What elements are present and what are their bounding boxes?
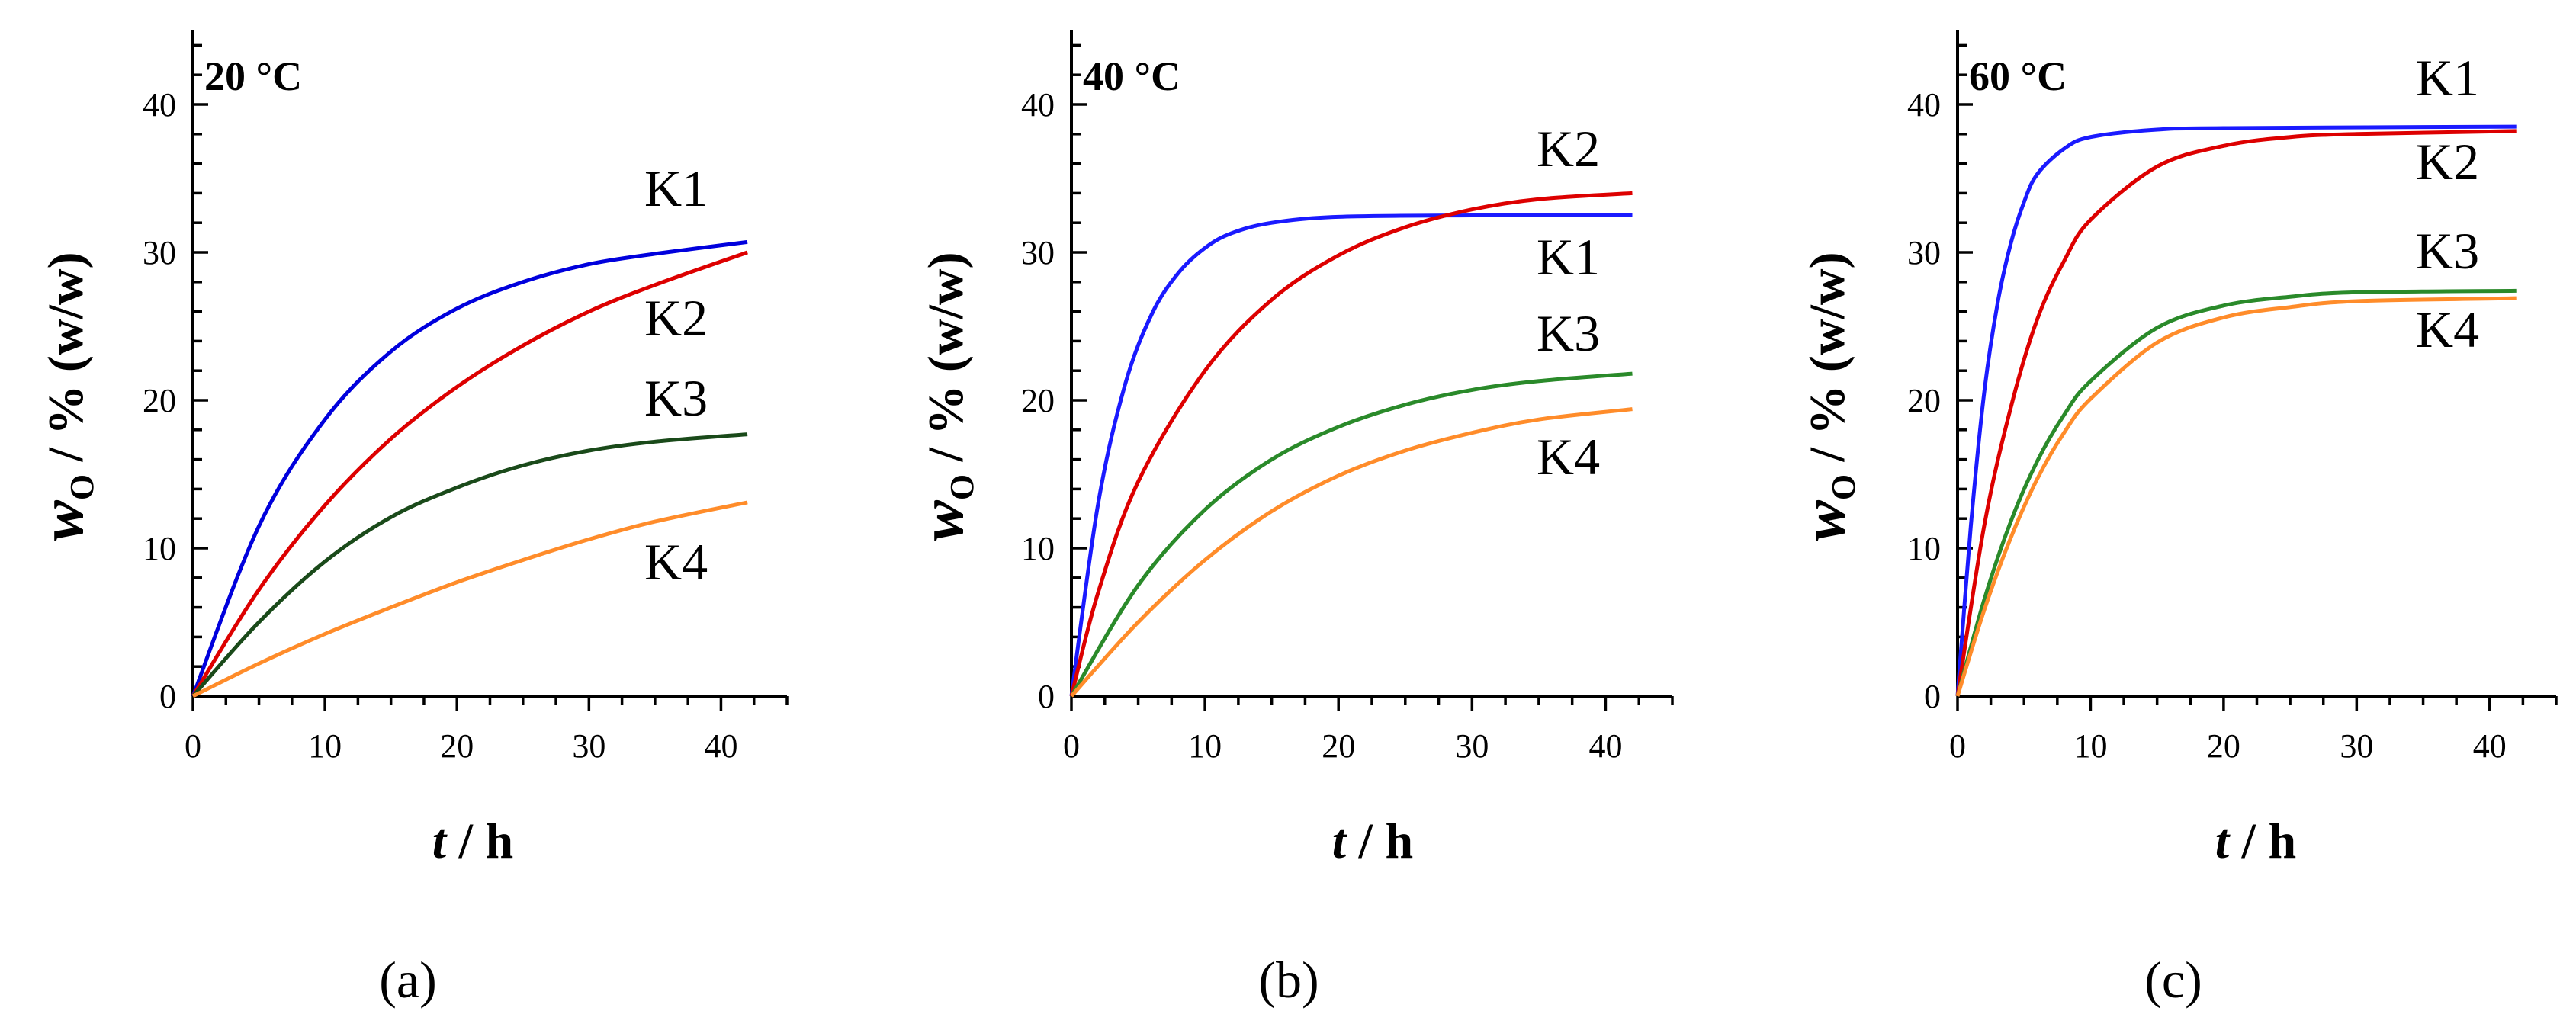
y-tick-label: 0: [159, 678, 176, 715]
x-tick-label: 20: [2207, 727, 2240, 765]
x-tick-label: 40: [1588, 727, 1622, 765]
panel-caption: (c): [2144, 951, 2202, 1009]
y-axis-label: wO / % (w/w): [909, 252, 981, 541]
y-tick-label: 20: [143, 382, 176, 419]
panel-title: 20 °C: [204, 53, 302, 99]
chart-panel-b: 0 10 20 30 40 0 10 20 30 40 40 °C K2 K1 K3 K4 t /…: [909, 30, 1674, 1009]
series-label-K3: K3: [2416, 222, 2479, 280]
x-tick-label: 20: [1322, 727, 1355, 765]
series-line-K3: [1069, 371, 1633, 698]
y-tick-label: 0: [1038, 678, 1055, 715]
x-tick-label: 30: [2340, 727, 2373, 765]
series-label-K1: K1: [1537, 228, 1600, 286]
y-tick-label: 10: [1907, 530, 1941, 567]
x-tick-label: 10: [1188, 727, 1222, 765]
y-tick-label: 40: [143, 86, 176, 124]
panel-title: 40 °C: [1083, 53, 1180, 99]
y-axis-label: wO / % (w/w): [1791, 252, 1862, 541]
series-label-K3: K3: [644, 369, 708, 427]
series-line-K1: [1069, 213, 1633, 697]
x-axis-label: t / h: [2215, 814, 2296, 869]
y-tick-label: 30: [1907, 234, 1941, 271]
series-line-K4: [1070, 407, 1633, 698]
x-tick-label: 30: [1455, 727, 1489, 765]
series-line-K2: [191, 250, 748, 698]
series-lines: [1955, 124, 2517, 697]
y-tick-label: 40: [1907, 86, 1941, 124]
x-tick-label: 0: [1949, 727, 1966, 765]
x-tick-label: 20: [440, 727, 474, 765]
panel-title: 60 °C: [1969, 53, 2067, 99]
series-line-K2: [1069, 191, 1633, 697]
x-tick-label: 40: [704, 727, 737, 765]
series-label-K4: K4: [644, 533, 708, 591]
x-tick-label: 0: [1063, 727, 1080, 765]
y-tick-label: 30: [1021, 234, 1055, 271]
y-tick-label: 20: [1021, 382, 1055, 419]
y-tick-label: 20: [1907, 382, 1941, 419]
y-tick-label: 40: [1021, 86, 1055, 124]
panel-caption: (a): [379, 951, 436, 1009]
x-tick-label: 40: [2473, 727, 2507, 765]
series-label-K2: K2: [1537, 120, 1600, 178]
x-axis-label: t / h: [432, 814, 513, 869]
chart-panel-a: 0 10 20 30 40 0 10 20 30 40 20 °C K1 K2 K3 K4 t /…: [29, 30, 789, 1009]
series-label-K4: K4: [2416, 300, 2479, 358]
series-line-K1: [1955, 124, 2517, 697]
series-label-K3: K3: [1537, 304, 1600, 362]
series-line-K1: [191, 239, 748, 697]
series-label-K2: K2: [644, 289, 708, 347]
x-tick-label: 10: [2073, 727, 2107, 765]
axes: 0 10 20 30 40 0 10 20 30 40: [143, 30, 789, 765]
x-tick-label: 30: [572, 727, 605, 765]
series-line-K2: [1955, 129, 2517, 697]
y-tick-label: 0: [1924, 678, 1941, 715]
series-label-K1: K1: [2416, 49, 2479, 107]
y-tick-label: 30: [143, 234, 176, 271]
series-label-K4: K4: [1537, 428, 1600, 486]
series-label-K2: K2: [2416, 133, 2479, 191]
y-axis-label: wO / % (w/w): [29, 252, 101, 541]
y-tick-label: 10: [143, 530, 176, 567]
y-tick-label: 10: [1021, 530, 1055, 567]
panel-caption: (b): [1258, 951, 1319, 1009]
series-lines: [191, 239, 748, 698]
series-line-K3: [1955, 288, 2517, 697]
axes: 0 10 20 30 40 0 10 20 30 40: [1907, 30, 2558, 765]
x-axis-label: t / h: [1332, 814, 1413, 869]
axes: 0 10 20 30 40 0 10 20 30 40: [1021, 30, 1674, 765]
series-line-K4: [191, 500, 748, 698]
series-line-K3: [191, 432, 748, 698]
series-line-K4: [1955, 296, 2517, 697]
chart-panel-c: 0 10 20 30 40 0 10 20 30 40 60 °C K1 K2 K3 K4 t /…: [1791, 30, 2558, 1009]
x-tick-label: 10: [308, 727, 342, 765]
series-label-K1: K1: [644, 159, 708, 217]
series-lines: [1069, 191, 1633, 698]
x-tick-label: 0: [185, 727, 201, 765]
